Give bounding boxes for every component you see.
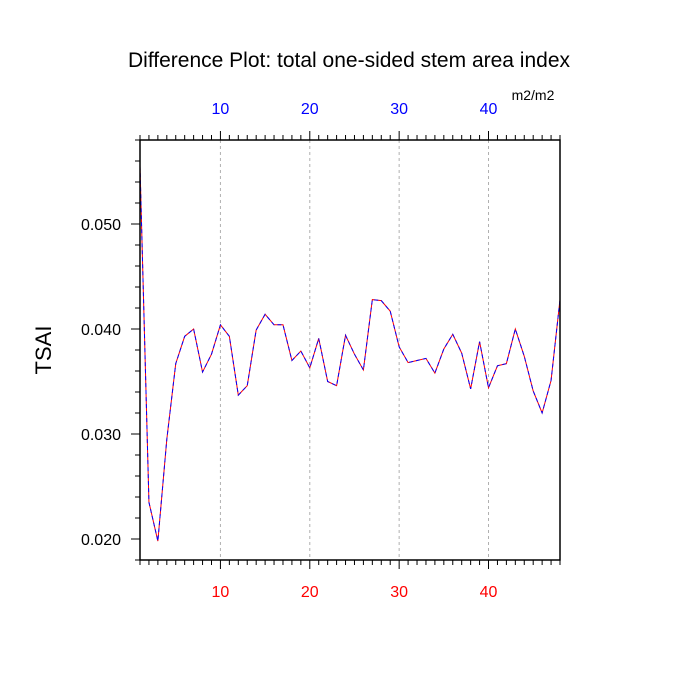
y-tick-label: 0.020 [81, 532, 121, 549]
units-label: m2/m2 [512, 87, 555, 103]
series-layer [139, 166, 561, 542]
x-tick-label-bottom: 10 [212, 584, 230, 601]
y-tick-label: 0.040 [81, 322, 121, 339]
chart-title: Difference Plot: total one-sided stem ar… [128, 49, 571, 72]
x-tick-label-top: 10 [212, 101, 230, 118]
label-layer: 0.020 0.030 0.040 0.050 10 10 20 20 30 30 40 40 [81, 101, 498, 601]
x-tick-label-top: 20 [301, 101, 319, 118]
tick-layer [131, 131, 561, 569]
y-axis-label: TSAI [31, 326, 56, 375]
x-tick-label-bottom: 30 [390, 584, 408, 601]
series-line-b [139, 166, 561, 542]
y-tick-label: 0.050 [81, 217, 121, 234]
x-tick-label-top: 30 [390, 101, 408, 118]
grid-layer [219, 140, 490, 560]
x-tick-label-bottom: 20 [301, 584, 319, 601]
x-tick-label-bottom: 40 [480, 584, 498, 601]
series-line-a [139, 166, 561, 542]
plot-frame [139, 139, 561, 561]
y-tick-label: 0.030 [81, 427, 121, 444]
x-tick-label-top: 40 [480, 101, 498, 118]
